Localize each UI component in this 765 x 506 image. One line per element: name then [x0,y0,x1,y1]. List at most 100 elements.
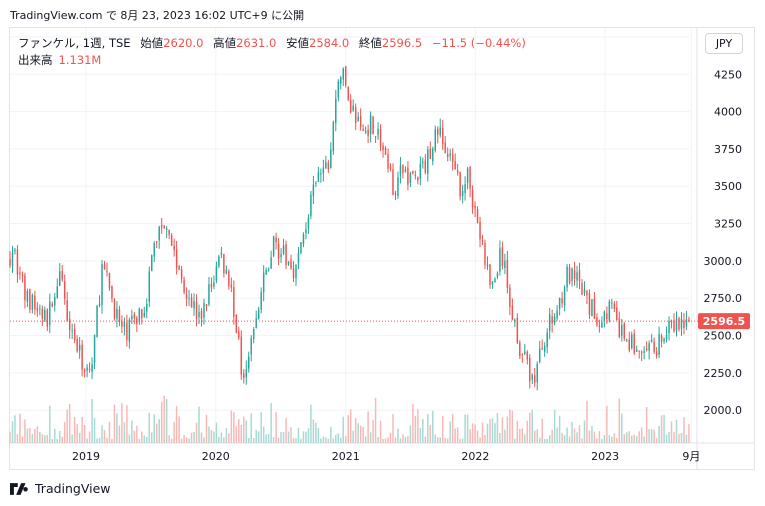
candle-body [58,271,61,286]
candle-body [591,299,593,316]
candle-body [655,351,658,357]
volume-bar [158,419,160,443]
candle-body [543,346,546,352]
volume-bar [180,438,183,443]
candle-body [402,165,404,174]
volume-bar [352,430,354,443]
volume-bar [429,424,432,443]
candle-body [153,243,155,257]
volume-bar [335,434,337,443]
volume-bar [501,417,504,443]
candle-body [14,250,16,252]
volume-bar [384,438,387,443]
volume-bar [616,438,618,443]
candle-body [454,161,456,170]
volume-bar [76,424,78,443]
volume-bar [248,438,250,443]
volume-bar [215,422,218,443]
candle-body [225,269,228,274]
candle-body [461,191,464,197]
volume-bar [387,437,389,443]
candle-body [427,149,429,174]
candle-body [347,86,349,100]
volume-bar [121,403,123,443]
volume-bar [422,419,424,443]
candle-body [208,284,210,305]
volume-bar [178,416,180,443]
candle-body [529,357,531,382]
candle-body [387,154,389,169]
candle-body [683,320,685,328]
symbol-label[interactable]: ファンケル, 1週, TSE [18,36,131,50]
volume-bar [103,430,106,443]
candle-body [78,344,81,351]
volume-bar [675,419,678,443]
candle-body [56,286,58,298]
volume-bar [663,414,665,443]
volume-bar [529,412,531,443]
volume-bar [133,430,136,443]
candle-body [295,264,297,279]
volume-bar [638,431,640,443]
candle-body [551,316,553,324]
candle-body [670,321,673,323]
candle-body [185,294,188,299]
volume-bar [223,437,225,443]
candle-body [39,308,41,310]
volume-bar [573,428,576,443]
time-axis[interactable]: 2019 2020 2021 2022 2023 9月 [72,450,700,463]
volume-bar [307,428,310,443]
volume-bar [136,425,138,443]
volume-bar [11,421,14,443]
volume-bar [531,409,534,443]
volume-value: 1.131M [58,53,102,67]
volume-bar [300,438,302,443]
candle-body [573,270,576,279]
candle-body [335,98,337,124]
candle-body [499,248,501,272]
candle-body [394,192,397,195]
candle-body [504,261,506,268]
volume-bar [469,429,471,443]
volume-bar [322,436,325,443]
candle-body [409,172,412,183]
candle-body [220,252,223,255]
candle-body [357,116,359,122]
price-axis[interactable]: 4500425040003750350032503000.02750.02500… [704,31,743,417]
candle-body [524,351,526,355]
volume-bar [464,414,466,443]
candle-body [678,318,680,330]
candle-body [66,300,68,321]
volume-bar [486,423,489,443]
volume-bar [290,427,292,443]
candle-body [673,320,675,332]
candle-body [280,254,282,258]
footer-brand[interactable]: TradingView [10,481,111,496]
candle-body [412,170,414,174]
volume-bar [173,421,175,443]
volume-bar [78,432,81,443]
volume-bar [456,427,459,443]
volume-legend: 出来高 1.131M [18,52,101,68]
candle-body [586,290,588,296]
candle-body [593,298,596,319]
candle-body [86,367,88,371]
volume-bar [61,436,63,443]
candle-body [178,266,180,270]
volume-bar [685,434,688,443]
volume-bar [621,413,623,443]
candle-body [213,282,215,287]
volume-bar [235,426,238,443]
volume-bar [88,431,91,443]
volume-bar [670,421,673,443]
volume-bar [267,433,270,443]
volume-bar [484,435,486,443]
volume-bar [295,438,297,443]
currency-button[interactable]: JPY [705,33,743,54]
volume-bar [454,428,456,443]
volume-bar [265,434,267,443]
candle-body [611,302,613,304]
volume-bar [558,415,561,443]
volume-bar [606,405,608,443]
